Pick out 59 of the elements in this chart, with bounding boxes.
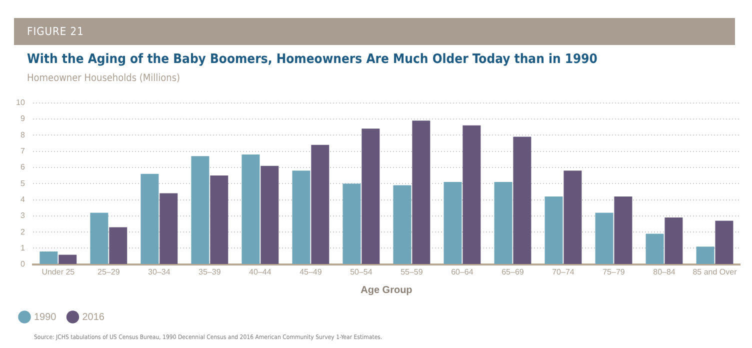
bar: [140, 174, 159, 264]
legend-label: 2016: [82, 312, 105, 323]
x-tick-label: 45–49: [300, 267, 322, 276]
bar: [58, 254, 77, 264]
bar: [513, 136, 532, 264]
x-tick-label: 40–44: [249, 267, 272, 276]
x-tick-label: 80–84: [653, 267, 676, 276]
bar: [393, 185, 412, 264]
x-tick-label: 85 and Over: [692, 267, 738, 276]
bar: [160, 193, 178, 264]
x-axis-title: Age Group: [360, 284, 412, 296]
bar: [362, 128, 380, 264]
y-tick-label: 1: [20, 243, 26, 252]
bar: [494, 182, 512, 264]
x-tick-label: Under 25: [42, 267, 76, 276]
bar: [564, 170, 582, 264]
y-tick-label: 8: [20, 130, 26, 140]
y-tick-label: 0: [20, 260, 26, 269]
caption: FIGURE 21: [14, 18, 735, 45]
bar: [444, 182, 462, 264]
bar: [90, 212, 108, 264]
x-tick-label: 75–79: [602, 267, 626, 276]
bar: [595, 212, 614, 264]
bar: [544, 196, 563, 264]
bar: [715, 220, 734, 264]
x-tick-label: 35–39: [198, 267, 222, 276]
legend-label: 1990: [34, 312, 57, 323]
bar: [664, 218, 683, 264]
chart-title: With the Aging of the Baby Boomers, Homeowners Are Much Older Today than in 1990: [27, 52, 598, 67]
bar: [109, 227, 128, 264]
y-tick-label: 5: [20, 178, 26, 188]
bar: [191, 156, 210, 264]
x-tick-label: 50–54: [350, 267, 373, 276]
x-tick-label: 25–29: [98, 267, 120, 276]
y-tick-label: 4: [20, 194, 26, 204]
y-tick-label: 9: [20, 114, 26, 124]
bar: [292, 170, 310, 264]
bar: [342, 184, 361, 264]
y-tick-label: 10: [16, 98, 26, 108]
bar: [40, 251, 58, 264]
bar: [614, 196, 632, 264]
bar: [260, 166, 279, 264]
bar: [696, 246, 714, 264]
x-tick-label: 70–74: [552, 267, 575, 276]
y-tick-label: 7: [20, 146, 26, 156]
bar: [311, 144, 330, 264]
chart-subtitle: Homeowner Households (Millions): [27, 73, 180, 84]
bar: [412, 120, 430, 264]
y-tick-label: 6: [20, 162, 26, 172]
y-tick-label: 3: [20, 211, 26, 220]
bar: [242, 154, 260, 264]
y-tick-label: 2: [20, 227, 26, 236]
x-tick-label: 55–59: [400, 267, 424, 276]
bar: [646, 234, 664, 264]
x-tick-label: 65–69: [502, 267, 524, 276]
bar: [462, 125, 481, 264]
x-tick-label: 60–64: [451, 267, 474, 276]
bar: [210, 176, 228, 264]
x-tick-label: 30–34: [148, 267, 171, 276]
